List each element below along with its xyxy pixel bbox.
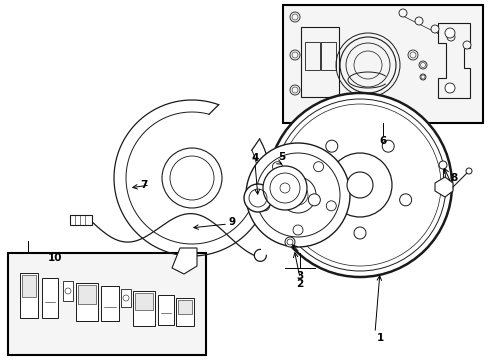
Bar <box>70 215 92 225</box>
Text: 9: 9 <box>228 217 235 227</box>
Circle shape <box>327 153 391 217</box>
Circle shape <box>325 140 337 152</box>
Bar <box>301 27 338 97</box>
Circle shape <box>418 61 426 69</box>
Circle shape <box>462 41 470 49</box>
Text: 3: 3 <box>296 271 303 281</box>
Circle shape <box>398 9 406 17</box>
Circle shape <box>285 237 294 247</box>
Circle shape <box>244 184 271 212</box>
Circle shape <box>444 28 454 38</box>
Polygon shape <box>437 23 469 98</box>
Bar <box>121 289 131 307</box>
Circle shape <box>444 83 454 93</box>
Text: 1: 1 <box>376 333 383 343</box>
Circle shape <box>308 194 320 206</box>
Bar <box>42 278 58 318</box>
Circle shape <box>465 168 471 174</box>
Bar <box>178 300 192 314</box>
Bar <box>22 275 36 297</box>
Circle shape <box>280 183 289 193</box>
Circle shape <box>267 93 451 277</box>
Polygon shape <box>172 248 197 274</box>
Circle shape <box>263 166 306 210</box>
Circle shape <box>346 172 372 198</box>
Bar <box>78 285 96 304</box>
Circle shape <box>292 225 303 235</box>
Circle shape <box>382 140 393 152</box>
Bar <box>20 273 38 318</box>
Circle shape <box>353 227 365 239</box>
Text: 4: 4 <box>251 153 258 163</box>
Circle shape <box>399 194 411 206</box>
Circle shape <box>289 12 299 22</box>
Circle shape <box>280 177 315 213</box>
Text: 10: 10 <box>48 253 62 263</box>
Bar <box>133 291 155 326</box>
Circle shape <box>272 162 282 172</box>
Bar <box>135 293 153 310</box>
Circle shape <box>339 37 395 93</box>
Circle shape <box>289 85 299 95</box>
Circle shape <box>414 17 422 25</box>
Text: 6: 6 <box>379 136 386 146</box>
Circle shape <box>313 162 323 172</box>
Bar <box>320 42 335 70</box>
Circle shape <box>407 50 417 60</box>
Text: 5: 5 <box>278 152 285 162</box>
Bar <box>176 298 194 326</box>
Bar <box>283 5 482 123</box>
Circle shape <box>259 201 269 211</box>
Text: 7: 7 <box>140 180 147 190</box>
Circle shape <box>419 74 425 80</box>
Bar <box>76 283 98 321</box>
Bar <box>101 286 119 321</box>
Circle shape <box>446 33 454 41</box>
Polygon shape <box>434 177 452 197</box>
Circle shape <box>162 148 222 208</box>
Bar <box>63 281 73 301</box>
Circle shape <box>289 50 299 60</box>
Bar <box>305 42 319 70</box>
Text: 2: 2 <box>296 279 303 289</box>
Circle shape <box>438 161 446 169</box>
Circle shape <box>325 201 336 211</box>
Circle shape <box>245 143 349 247</box>
Text: 8: 8 <box>449 173 457 183</box>
Bar <box>8 253 205 355</box>
Bar <box>158 295 174 325</box>
Circle shape <box>430 25 438 33</box>
